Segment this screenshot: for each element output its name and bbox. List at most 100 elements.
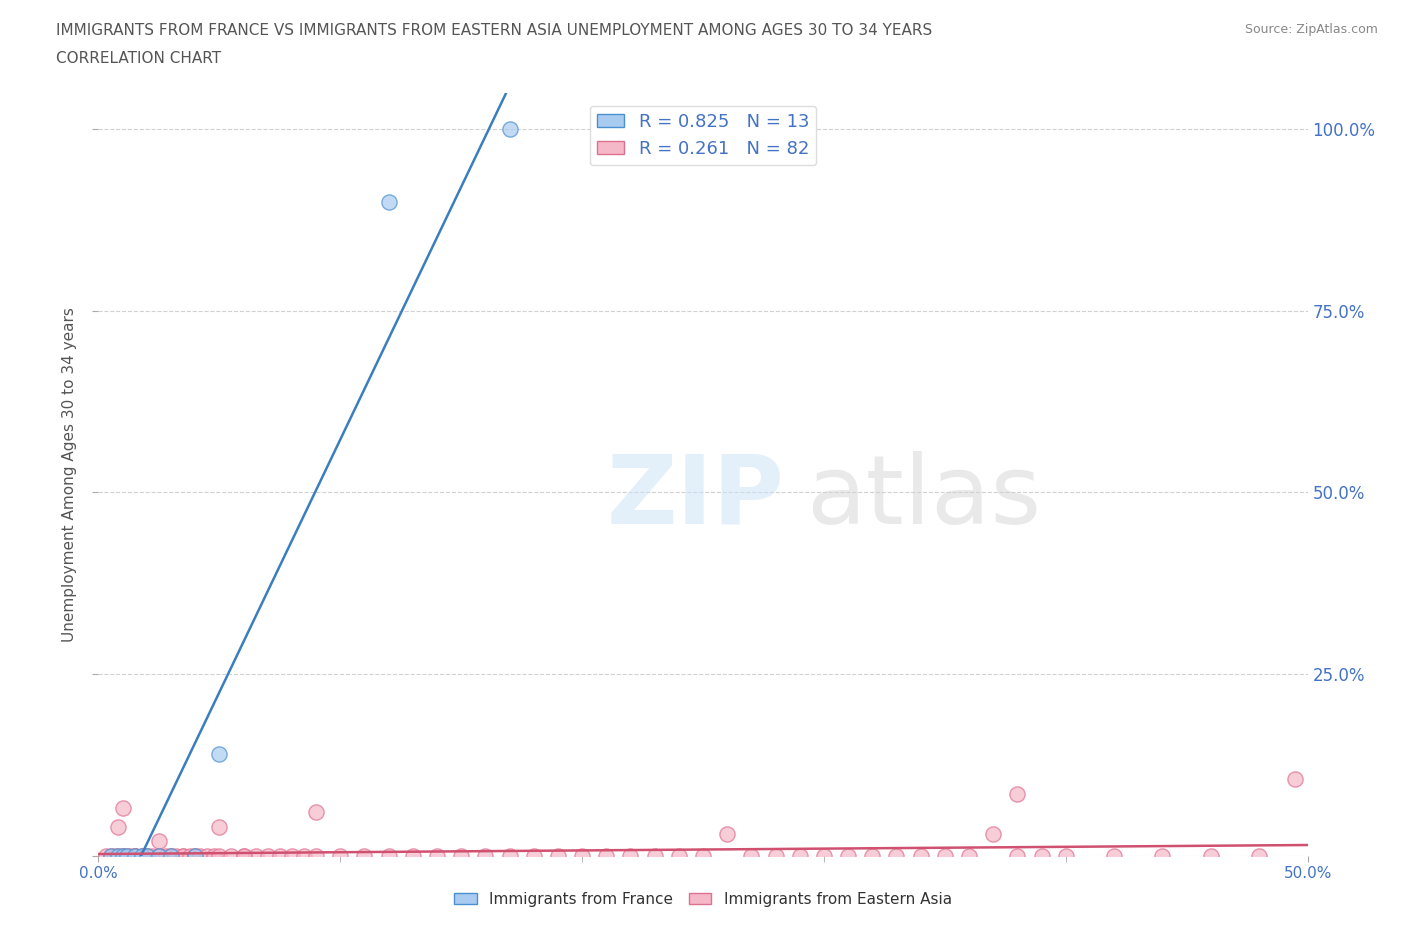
Point — [117, 848, 139, 863]
Point — [111, 848, 134, 863]
Point — [910, 848, 932, 863]
Point — [131, 848, 153, 863]
Point — [148, 833, 170, 848]
Point — [402, 848, 425, 863]
Legend: Immigrants from France, Immigrants from Eastern Asia: Immigrants from France, Immigrants from … — [449, 886, 957, 913]
Point — [292, 848, 315, 863]
Point — [716, 827, 738, 842]
Point — [813, 848, 835, 863]
Point — [148, 848, 170, 863]
Point — [232, 848, 254, 863]
Point — [256, 848, 278, 863]
Point — [94, 848, 117, 863]
Point — [221, 848, 243, 863]
Point — [131, 848, 153, 863]
Point — [117, 848, 139, 863]
Point — [111, 848, 134, 863]
Point — [1249, 848, 1271, 863]
Point — [377, 194, 399, 209]
Point — [450, 848, 472, 863]
Point — [111, 801, 134, 816]
Point — [172, 848, 194, 863]
Point — [124, 848, 146, 863]
Point — [377, 848, 399, 863]
Point — [135, 848, 157, 863]
Point — [1152, 848, 1174, 863]
Point — [160, 848, 183, 863]
Point — [111, 848, 134, 863]
Point — [188, 848, 211, 863]
Point — [668, 848, 690, 863]
Point — [208, 747, 231, 762]
Point — [179, 848, 201, 863]
Point — [155, 848, 177, 863]
Point — [329, 848, 352, 863]
Point — [141, 848, 163, 863]
Point — [204, 848, 226, 863]
Point — [740, 848, 762, 863]
Point — [135, 848, 157, 863]
Point — [172, 848, 194, 863]
Point — [184, 848, 207, 863]
Point — [107, 819, 129, 834]
Point — [595, 848, 617, 863]
Point — [305, 848, 328, 863]
Text: Source: ZipAtlas.com: Source: ZipAtlas.com — [1244, 23, 1378, 36]
Point — [1031, 848, 1053, 863]
Point — [934, 848, 956, 863]
Point — [208, 819, 231, 834]
Point — [184, 848, 207, 863]
Point — [124, 848, 146, 863]
Point — [107, 848, 129, 863]
Point — [837, 848, 859, 863]
Point — [107, 848, 129, 863]
Y-axis label: Unemployment Among Ages 30 to 34 years: Unemployment Among Ages 30 to 34 years — [62, 307, 77, 642]
Point — [165, 848, 187, 863]
Point — [281, 848, 304, 863]
Text: IMMIGRANTS FROM FRANCE VS IMMIGRANTS FROM EASTERN ASIA UNEMPLOYMENT AMONG AGES 3: IMMIGRANTS FROM FRANCE VS IMMIGRANTS FRO… — [56, 23, 932, 38]
Point — [184, 848, 207, 863]
Point — [765, 848, 787, 863]
Point — [1102, 848, 1125, 863]
Point — [232, 848, 254, 863]
Point — [269, 848, 291, 863]
Point — [124, 848, 146, 863]
Point — [886, 848, 908, 863]
Point — [305, 804, 328, 819]
Point — [1284, 772, 1306, 787]
Point — [131, 848, 153, 863]
Point — [474, 848, 496, 863]
Point — [1199, 848, 1222, 863]
Legend: R = 0.825   N = 13, R = 0.261   N = 82: R = 0.825 N = 13, R = 0.261 N = 82 — [589, 106, 817, 166]
Point — [498, 848, 520, 863]
Text: ZIP: ZIP — [606, 451, 785, 544]
Point — [498, 122, 520, 137]
Point — [195, 848, 218, 863]
Point — [100, 848, 122, 863]
Point — [104, 848, 127, 863]
Point — [148, 848, 170, 863]
Point — [957, 848, 980, 863]
Point — [124, 848, 146, 863]
Point — [981, 827, 1004, 842]
Point — [426, 848, 449, 863]
Point — [160, 848, 183, 863]
Text: atlas: atlas — [806, 451, 1040, 544]
Point — [1054, 848, 1077, 863]
Point — [523, 848, 546, 863]
Point — [148, 848, 170, 863]
Point — [1007, 787, 1029, 802]
Point — [571, 848, 593, 863]
Point — [860, 848, 883, 863]
Point — [135, 848, 157, 863]
Point — [692, 848, 714, 863]
Point — [100, 848, 122, 863]
Point — [1007, 848, 1029, 863]
Point — [208, 848, 231, 863]
Point — [547, 848, 569, 863]
Point — [118, 848, 141, 863]
Point — [353, 848, 375, 863]
Point — [644, 848, 666, 863]
Text: CORRELATION CHART: CORRELATION CHART — [56, 51, 221, 66]
Point — [789, 848, 811, 863]
